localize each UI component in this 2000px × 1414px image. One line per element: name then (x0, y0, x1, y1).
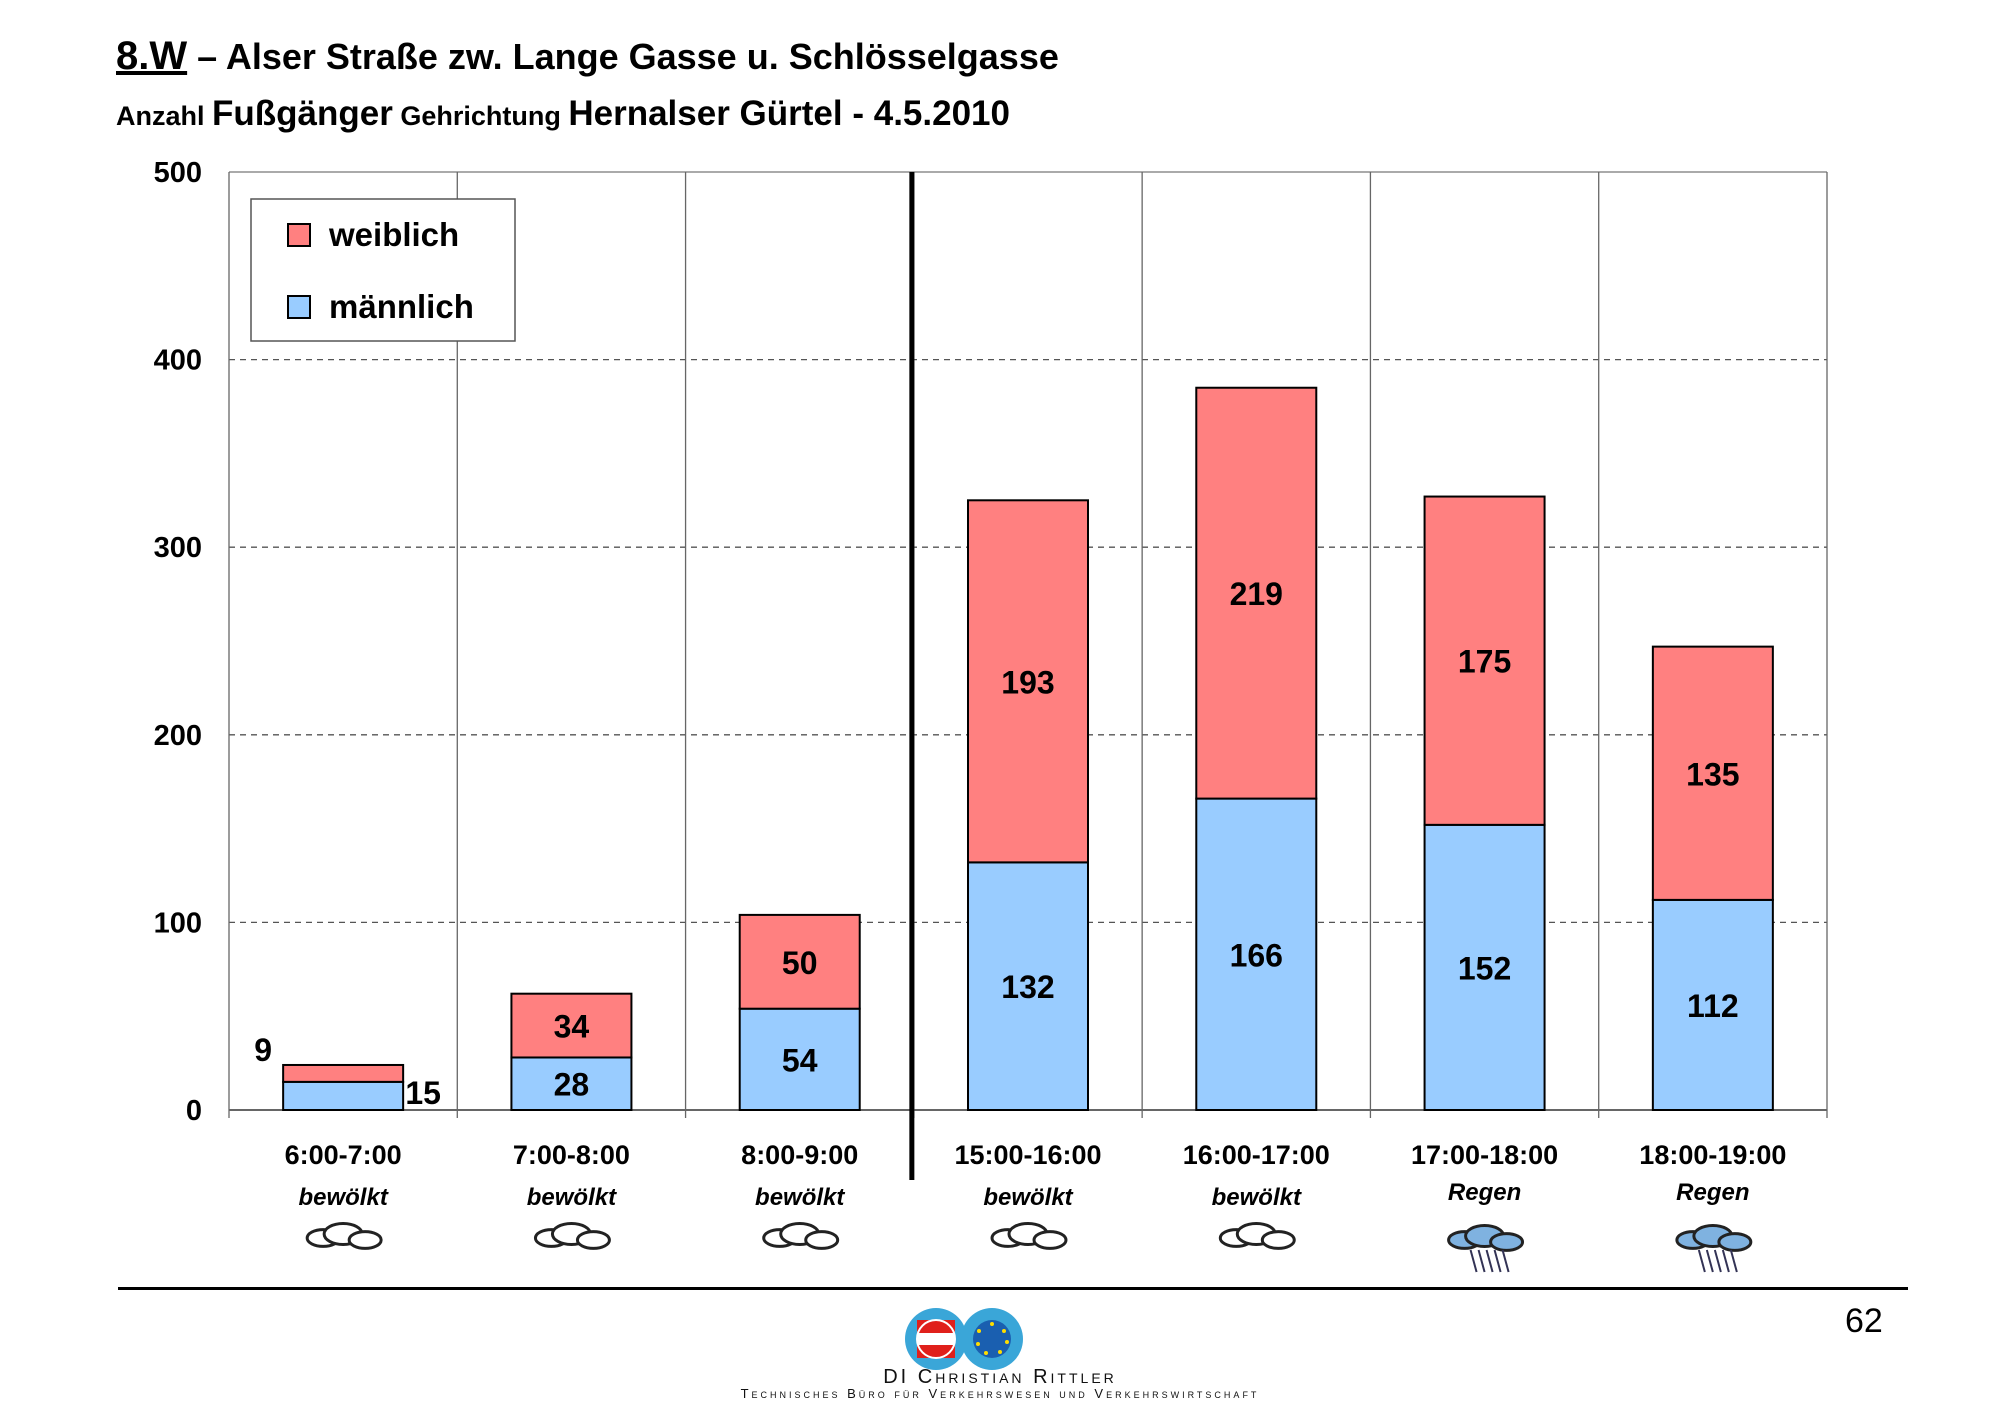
cloud-icon (990, 1222, 1068, 1250)
bar-maennlich (967, 861, 1089, 1111)
cloud-icon (1218, 1222, 1296, 1250)
weather-label: bewölkt (527, 1184, 617, 1211)
cloud-icon (762, 1222, 840, 1250)
legend-label-weiblich: weiblich (328, 216, 459, 253)
x-tick-label: 16:00-17:00 (1183, 1140, 1330, 1170)
y-tick-label: 300 (154, 532, 202, 564)
weather-label: Regen (1448, 1179, 1521, 1206)
data-label-weiblich: 9 (254, 1032, 272, 1068)
station-location: Alser Straße zw. Lange Gasse u. Schlösse… (225, 36, 1059, 77)
bar-weiblich (1195, 386, 1318, 800)
data-label-maennlich: 112 (1687, 988, 1739, 1024)
bar-maennlich (510, 1056, 633, 1112)
data-label-maennlich: 15 (405, 1075, 441, 1111)
bar-weiblich (1651, 645, 1774, 901)
chart-subtitle: Anzahl Fußgänger Gehrichtung Hernalser G… (116, 94, 1010, 134)
y-tick-label: 500 (154, 157, 202, 189)
data-label-weiblich: 50 (782, 945, 818, 981)
company-name: DI Christian Rittler (883, 1366, 1117, 1388)
legend-swatch-weiblich (287, 223, 311, 247)
bar-weiblich (967, 499, 1089, 864)
data-label-maennlich: 28 (554, 1067, 590, 1103)
data-label-maennlich: 166 (1230, 937, 1283, 973)
subtitle-part: Anzahl (116, 101, 213, 131)
data-label-weiblich: 175 (1458, 644, 1511, 680)
bar-maennlich (738, 1007, 861, 1111)
weather-label: bewölkt (298, 1184, 388, 1211)
data-label-weiblich: 135 (1686, 756, 1739, 792)
company-tagline: Technisches Büro für Verkehrswesen und V… (740, 1386, 1260, 1401)
data-label-weiblich: 34 (554, 1009, 590, 1045)
x-tick-label: 15:00-16:00 (954, 1140, 1101, 1170)
bar-weiblich (738, 913, 861, 1010)
cloud-icon (305, 1222, 383, 1250)
x-tick-label: 7:00-8:00 (513, 1140, 630, 1170)
bar-maennlich (282, 1080, 405, 1111)
bar-weiblich (510, 992, 633, 1059)
bar-maennlich (1651, 898, 1774, 1111)
station-code: 8.W (116, 34, 188, 78)
x-tick-label: 8:00-9:00 (741, 1140, 858, 1170)
subtitle-part: Gehrichtung (392, 101, 569, 131)
data-label-maennlich: 54 (782, 1042, 818, 1078)
rain-cloud-icon (1675, 1224, 1753, 1273)
bar-weiblich (282, 1063, 405, 1083)
data-label-maennlich: 152 (1458, 950, 1511, 986)
x-tick-label: 18:00-19:00 (1639, 1140, 1786, 1170)
y-tick-label: 400 (154, 345, 202, 377)
y-tick-label: 200 (154, 720, 202, 752)
footer-divider (118, 1287, 1908, 1290)
bar-weiblich (1423, 495, 1546, 826)
x-tick-label: 6:00-7:00 (285, 1140, 402, 1170)
chart-title: 8.W – Alser Straße zw. Lange Gasse u. Sc… (116, 34, 1059, 79)
title-dash: – (187, 36, 226, 77)
page-number: 62 (1845, 1302, 1883, 1340)
weather-label: Regen (1676, 1179, 1749, 1206)
rain-cloud-icon (1447, 1224, 1525, 1273)
subtitle-part: Hernalser Gürtel - 4.5.2010 (568, 94, 1010, 133)
y-tick-label: 0 (186, 1095, 202, 1127)
x-tick-label: 17:00-18:00 (1411, 1140, 1558, 1170)
bar-maennlich (1195, 797, 1318, 1111)
weather-label: bewölkt (1212, 1184, 1302, 1211)
company-logo (905, 1308, 1023, 1370)
data-label-maennlich: 132 (1001, 969, 1054, 1005)
legend-swatch-maennlich (287, 295, 311, 319)
y-tick-label: 100 (154, 907, 202, 939)
legend-label-maennlich: männlich (329, 288, 474, 325)
weather-label: bewölkt (755, 1184, 845, 1211)
bar-maennlich (1423, 823, 1546, 1112)
weather-label: bewölkt (983, 1184, 1073, 1211)
cloud-icon (533, 1222, 611, 1250)
subtitle-part: Fußgänger (212, 94, 393, 133)
data-label-weiblich: 193 (1001, 664, 1054, 700)
data-label-weiblich: 219 (1230, 576, 1283, 612)
